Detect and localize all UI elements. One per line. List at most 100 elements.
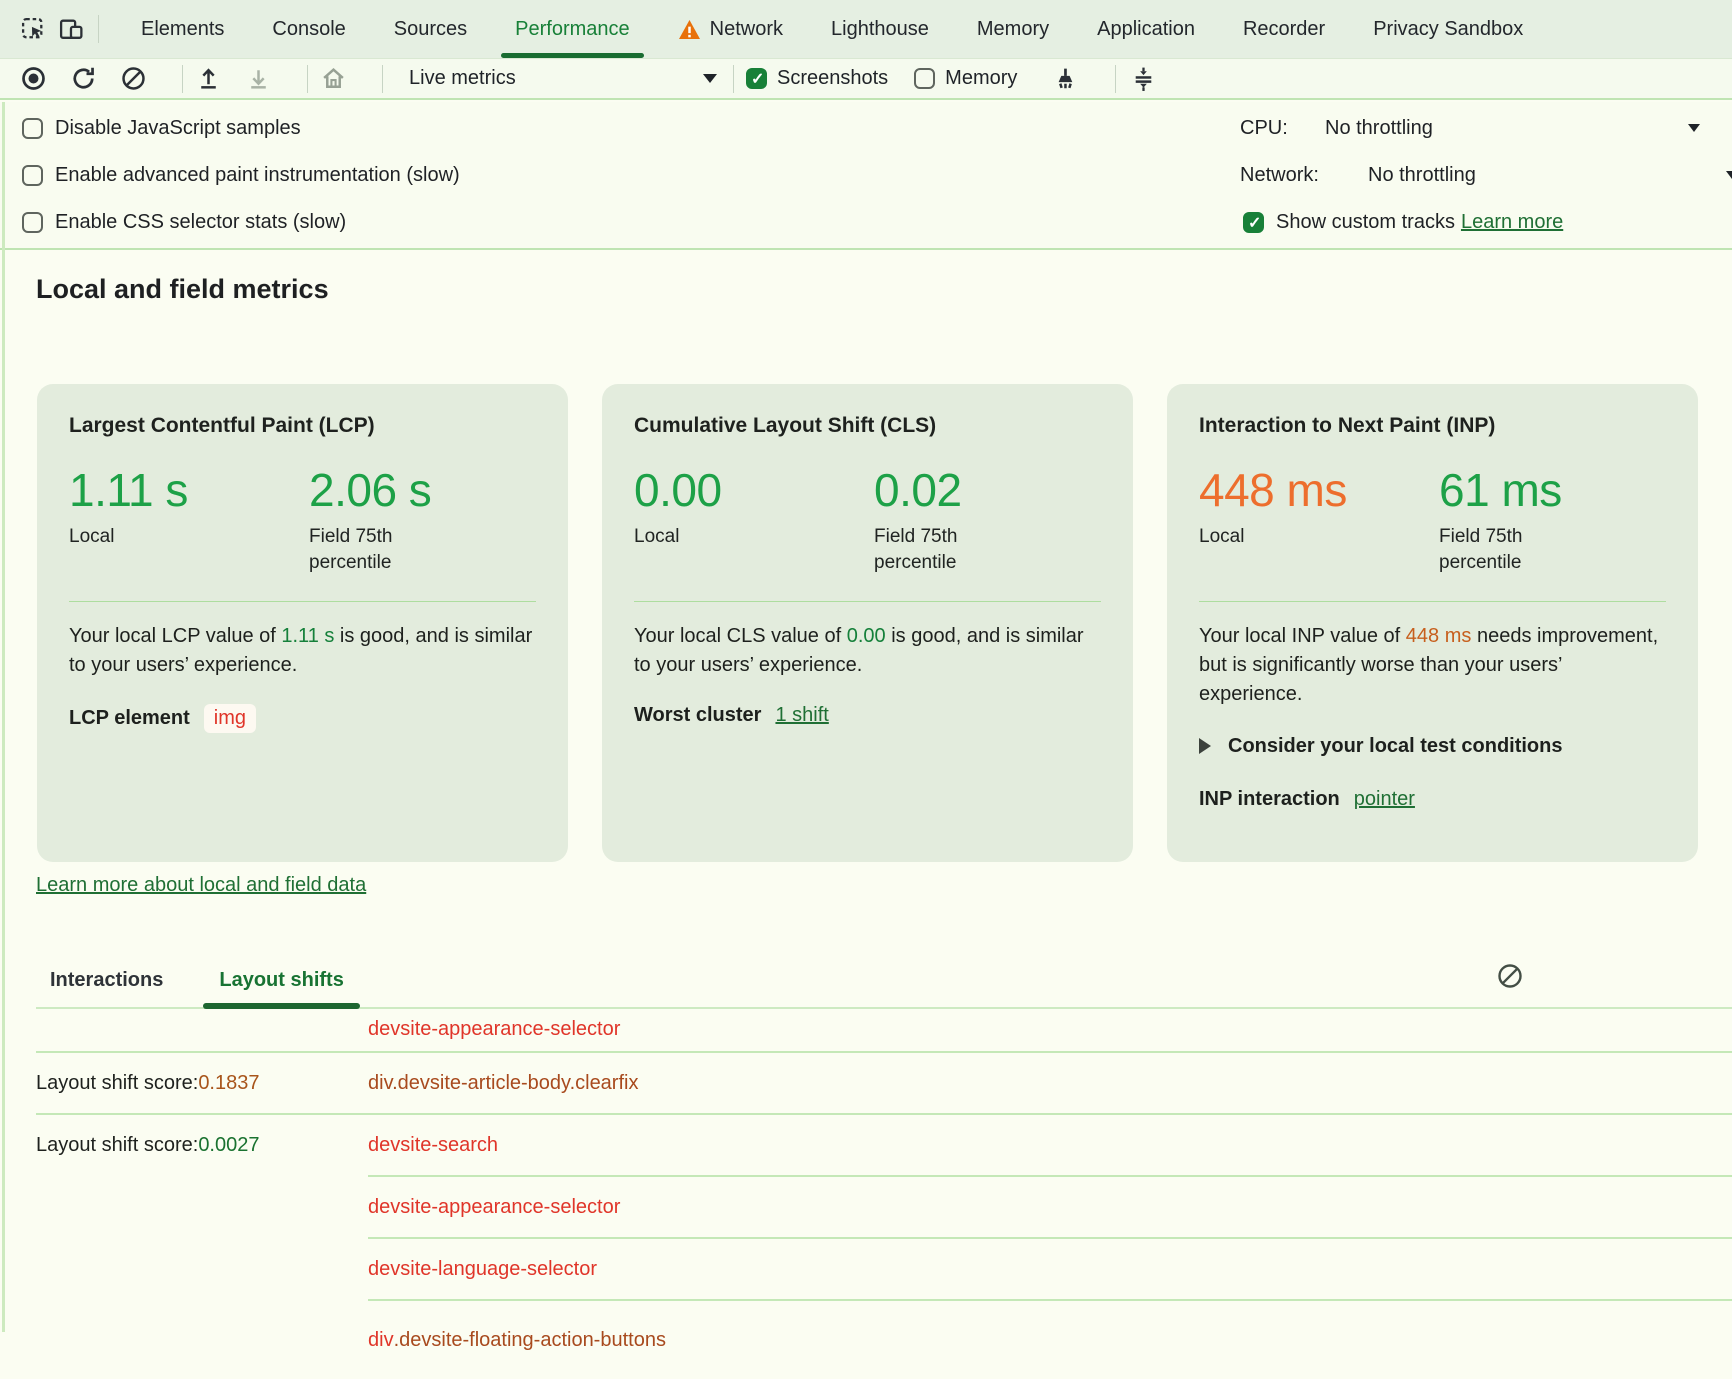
record-button[interactable] (20, 65, 47, 92)
toolbar-separator (1115, 64, 1117, 93)
home-button[interactable] (320, 65, 347, 92)
tab-memory[interactable]: Memory (953, 0, 1073, 58)
layout-shifts-table: devsite-appearance-selector Layout shift … (36, 1007, 1732, 1379)
checkbox-checked-icon (746, 68, 767, 89)
shift-score-cell: Layout shift score: 0.1837 (36, 1051, 368, 1113)
cls-description: Your local CLS value of 0.00 is good, an… (634, 622, 1101, 680)
css-selector-stats-checkbox[interactable]: Enable CSS selector stats (slow) (22, 208, 346, 236)
element-link[interactable]: devsite-language-selector (368, 1257, 598, 1280)
custom-tracks-label: Show custom tracks (1276, 210, 1455, 233)
tab-console[interactable]: Console (248, 0, 369, 58)
desc-text: Your local CLS value of (634, 624, 847, 647)
element-link[interactable]: devsite-appearance-selector (368, 1195, 621, 1218)
shift-element-cell: devsite-language-selector (368, 1237, 1732, 1299)
screenshots-checkbox[interactable]: Screenshots (746, 67, 888, 90)
panel-tabs: Elements Console Sources Performance Network… (117, 0, 1547, 58)
option-label: Enable CSS selector stats (slow) (55, 210, 347, 233)
logs-tab-layout-shifts[interactable]: Layout shifts (201, 953, 361, 1009)
element-link[interactable]: div.devsite-article-body.clearfix (368, 1071, 639, 1094)
shift-element-cell: devsite-appearance-selector (368, 1175, 1732, 1237)
tab-privacy-sandbox[interactable]: Privacy Sandbox (1349, 0, 1547, 58)
metric-cards: Largest Contentful Paint (LCP) 1.11 s Lo… (37, 384, 1698, 862)
local-test-conditions-expander[interactable]: Consider your local test conditions (1199, 735, 1666, 758)
tab-recorder[interactable]: Recorder (1219, 0, 1349, 58)
memory-checkbox[interactable]: Memory (914, 67, 1017, 90)
tab-network[interactable]: Network (654, 0, 807, 58)
local-label: Local (69, 525, 115, 547)
download-profile-button[interactable] (245, 65, 272, 92)
lcp-field-value: 2.06 s (309, 464, 432, 516)
inp-card: Interaction to Next Paint (INP) 448 ms L… (1167, 384, 1698, 862)
lcp-element-link[interactable]: img (203, 703, 257, 733)
lcp-element-label: LCP element (69, 706, 190, 729)
desc-value: 448 ms (1405, 624, 1472, 647)
card-title: Interaction to Next Paint (INP) (1199, 414, 1496, 437)
chevron-down-icon (1688, 124, 1700, 132)
logs-tab-interactions[interactable]: Interactions (36, 953, 177, 1007)
performance-toolbar: Live metrics Screenshots Memory (0, 59, 1732, 100)
element-link[interactable]: devsite-appearance-selector (368, 1017, 621, 1040)
option-label: Enable advanced paint instrumentation (s… (55, 163, 460, 186)
card-divider (69, 600, 536, 602)
network-throttling-select[interactable]: Network: No throttling (1240, 161, 1732, 189)
toolbar-separator (733, 64, 734, 93)
advanced-paint-checkbox[interactable]: Enable advanced paint instrumentation (s… (22, 161, 460, 189)
inspect-element-button[interactable] (18, 14, 48, 44)
learn-more-field-data-link[interactable]: Learn more about local and field data (36, 874, 367, 896)
layout-shift-row: devsite-language-selector (36, 1237, 1732, 1299)
desc-text: Your local LCP value of (69, 624, 282, 647)
field-label: Field 75th percentile (874, 525, 958, 574)
layout-shift-row: Layout shift score: 0.0027 devsite-search (36, 1113, 1732, 1175)
device-toolbar-button[interactable] (56, 14, 86, 44)
cpu-label: CPU: (1240, 116, 1288, 139)
element-link[interactable]: devsite-search (368, 1133, 499, 1156)
cpu-throttling-select[interactable]: CPU: No throttling (1240, 114, 1720, 142)
checkbox-unchecked-icon (22, 117, 43, 139)
worst-cluster-link[interactable]: 1 shift (775, 703, 829, 726)
tab-sources[interactable]: Sources (370, 0, 491, 58)
disable-js-samples-checkbox[interactable]: Disable JavaScript samples (22, 114, 301, 142)
learn-more-link[interactable]: Learn more (1460, 210, 1564, 233)
desc-value: 1.11 s (281, 624, 335, 647)
clear-log-button[interactable] (1496, 962, 1524, 990)
clear-button[interactable] (120, 65, 147, 92)
record-icon (22, 67, 45, 90)
tab-elements[interactable]: Elements (117, 0, 248, 58)
tab-label: Lighthouse (831, 17, 929, 40)
toolbar-separator (307, 64, 308, 93)
device-toolbar-icon (59, 19, 83, 39)
tab-application[interactable]: Application (1073, 0, 1219, 58)
screenshots-label: Screenshots (777, 67, 889, 89)
tab-label: Performance (515, 17, 630, 40)
cls-card: Cumulative Layout Shift (CLS) 0.00 Local… (602, 384, 1133, 862)
upload-profile-button[interactable] (195, 65, 222, 92)
checkbox-unchecked-icon (22, 164, 43, 186)
field-label: Field 75th percentile (1439, 525, 1523, 574)
tab-lighthouse[interactable]: Lighthouse (807, 0, 953, 58)
gc-button[interactable] (1053, 65, 1080, 92)
layout-shift-row: devsite-appearance-selector (36, 1007, 1732, 1051)
shift-score-cell (36, 1175, 368, 1237)
toolbar-separator (98, 15, 99, 43)
tab-label: Network (709, 17, 783, 40)
card-title: Largest Contentful Paint (LCP) (69, 414, 375, 437)
local-label: Local (1199, 525, 1245, 547)
show-custom-tracks-checkbox[interactable]: Show custom tracks Learn more (1243, 208, 1563, 236)
tab-label: Recorder (1242, 17, 1326, 40)
checkbox-unchecked-icon (22, 211, 43, 233)
panel-mode-dropdown[interactable]: Live metrics (409, 67, 717, 90)
toolbar-separator (182, 64, 183, 93)
reload-record-button[interactable] (70, 65, 97, 92)
tab-label: Elements (141, 17, 225, 40)
collapse-sections-button[interactable] (1130, 65, 1157, 92)
section-heading: Local and field metrics (36, 274, 329, 304)
inp-description: Your local INP value of 448 ms needs imp… (1199, 622, 1666, 709)
desc-text: is good, and is similar to your users’ e… (634, 624, 1084, 676)
inp-interaction-link[interactable]: pointer (1353, 787, 1415, 810)
inp-field-value: 61 ms (1439, 464, 1562, 516)
warning-icon (678, 19, 700, 39)
tab-performance[interactable]: Performance (491, 0, 654, 58)
desc-text: is good, and is similar to your users’ e… (69, 624, 533, 676)
collapse-icon (1136, 67, 1152, 91)
expander-label: Consider your local test conditions (1228, 734, 1563, 757)
